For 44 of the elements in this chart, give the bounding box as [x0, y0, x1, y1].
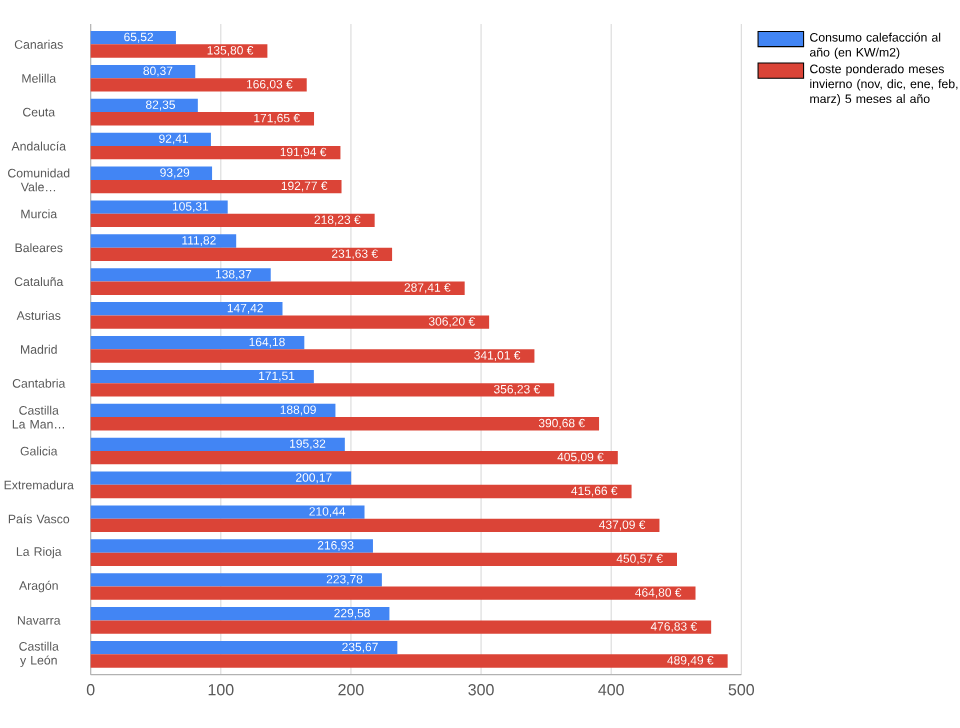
bar — [90, 349, 535, 363]
bar — [90, 166, 213, 180]
bar — [90, 132, 211, 146]
x-tick-label: 100 — [208, 684, 234, 696]
bar — [90, 64, 196, 79]
bar — [90, 31, 176, 45]
bar — [90, 586, 696, 600]
bar — [90, 78, 307, 92]
x-tick-label: 200 — [338, 684, 364, 696]
bar — [90, 44, 268, 58]
bar — [90, 281, 465, 295]
bar — [90, 484, 632, 499]
x-tick-label: 0 — [86, 684, 95, 696]
bar — [90, 437, 345, 451]
bar — [90, 471, 352, 485]
bar — [90, 552, 677, 566]
bar — [90, 505, 365, 519]
bar — [90, 620, 712, 634]
bar — [90, 450, 618, 465]
bar — [90, 179, 342, 194]
bar — [90, 640, 398, 655]
x-tick-label: 500 — [728, 684, 755, 696]
bar — [90, 200, 228, 214]
bar — [90, 607, 390, 621]
bar — [90, 213, 375, 228]
bar — [90, 302, 283, 316]
x-tick-label: 400 — [598, 684, 624, 696]
bar — [90, 573, 382, 587]
bar — [90, 518, 660, 533]
bar — [90, 654, 728, 668]
x-tick-label: 300 — [468, 684, 494, 696]
bar — [90, 369, 314, 384]
bar — [90, 146, 341, 160]
bar — [90, 268, 271, 282]
bar — [90, 403, 336, 418]
bar — [90, 98, 198, 113]
bar — [90, 234, 237, 248]
bar — [90, 383, 555, 397]
bar — [90, 539, 373, 553]
bar — [90, 315, 490, 329]
bar — [90, 335, 305, 350]
bar — [90, 247, 393, 261]
bar — [90, 417, 600, 431]
bar — [90, 112, 315, 126]
